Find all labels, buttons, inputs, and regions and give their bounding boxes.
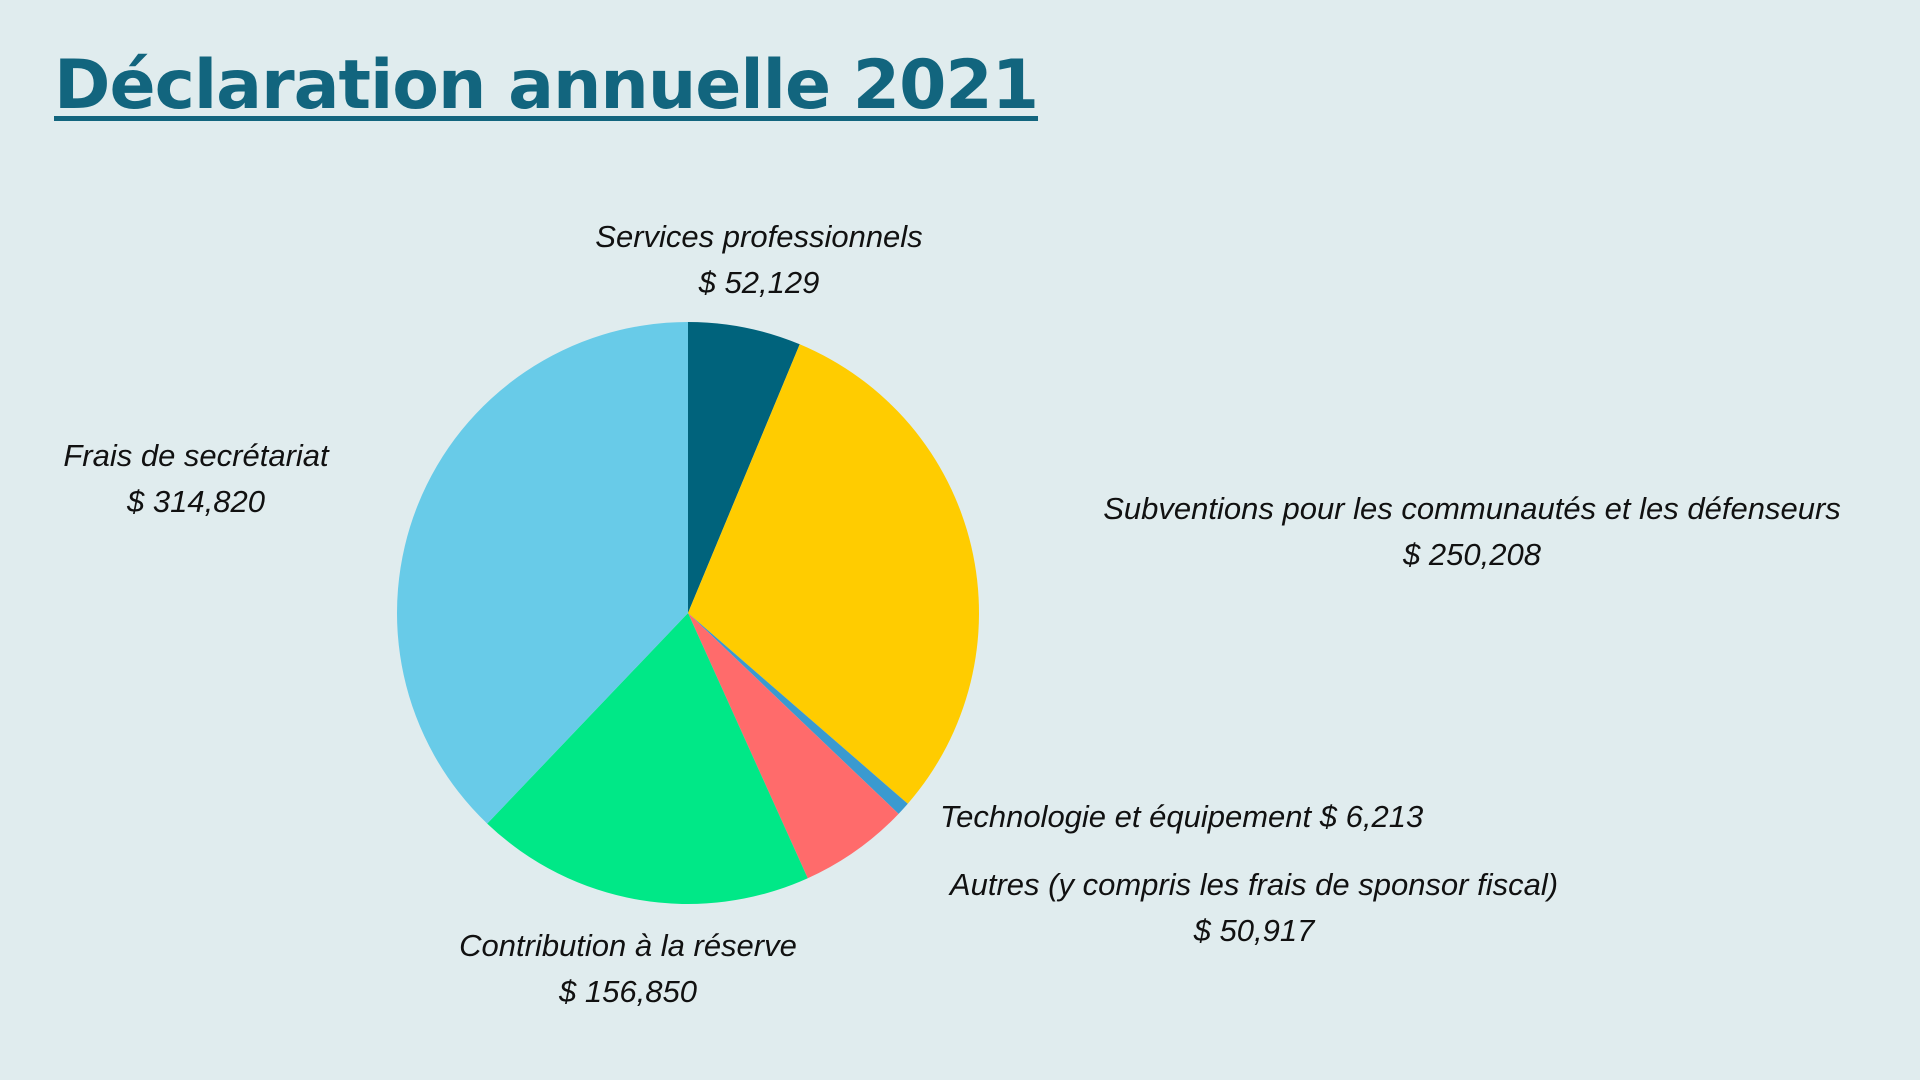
slice-value: $ 156,850 (559, 974, 697, 1009)
slice-label: Subventions pour les communautés et les … (1103, 491, 1841, 526)
slice-label: Services professionnels (595, 219, 923, 254)
slice-value: $ 250,208 (1403, 537, 1541, 572)
page-title: Déclaration annuelle 2021 (54, 46, 1039, 125)
label-frais: Frais de secrétariat $ 314,820 (63, 433, 328, 525)
pie-slice-1 (688, 344, 979, 804)
label-subventions: Subventions pour les communautés et les … (1103, 486, 1841, 578)
slice-label: Frais de secrétariat (63, 438, 329, 473)
label-contribution: Contribution à la réserve $ 156,850 (459, 923, 797, 1015)
slice-label: Technologie et équipement (940, 799, 1312, 834)
slice-value: $ 314,820 (127, 484, 265, 519)
pie-slice-3 (688, 613, 899, 879)
pie-slice-0 (688, 322, 800, 613)
label-technologie: Technologie et équipement $ 6,213 (940, 794, 1423, 840)
label-autres: Autres (y compris les frais de sponsor f… (950, 862, 1558, 954)
pie-slice-5 (396, 322, 688, 824)
slice-label: Contribution à la réserve (459, 928, 797, 963)
slice-value: $ 50,917 (1193, 913, 1315, 948)
pie-slice-4 (487, 613, 808, 904)
slice-value: $ 52,129 (698, 265, 820, 300)
slice-value: $ 6,213 (1319, 799, 1424, 834)
label-services: Services professionnels $ 52,129 (595, 214, 922, 306)
pie-slice-2 (688, 613, 908, 814)
slice-label: Autres (y compris les frais de sponsor f… (949, 867, 1559, 902)
